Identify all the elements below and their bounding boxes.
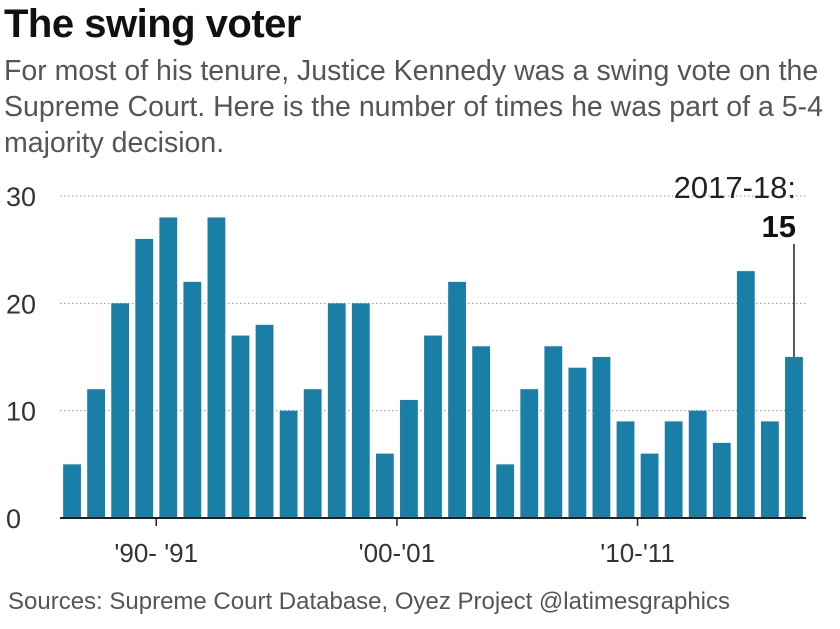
- bar-16: [448, 281, 466, 518]
- annotation-label: 2017-18:: [674, 170, 796, 205]
- bar-19: [520, 389, 539, 518]
- bar-12: [351, 303, 370, 518]
- bar-30: [785, 357, 803, 518]
- bar-3: [135, 238, 154, 518]
- axes: 0 10 20 30 '90- '91 '00-'01 '10-'11: [6, 182, 806, 568]
- source-note: Sources: Supreme Court Database, Oyez Pr…: [8, 588, 731, 615]
- bar-24: [640, 453, 659, 518]
- x-tick-label-2: '10-'11: [600, 538, 675, 568]
- annotation-value: 15: [762, 209, 796, 244]
- bar-6: [207, 217, 226, 518]
- y-tick-label-30: 30: [6, 182, 36, 212]
- bar-7: [231, 335, 250, 518]
- y-tick-label-20: 20: [6, 289, 36, 319]
- x-tick-label-1: '00-'01: [359, 538, 435, 568]
- bars: [63, 217, 803, 518]
- bar-23: [616, 421, 635, 518]
- bar-15: [424, 335, 442, 518]
- bar-9: [279, 410, 298, 518]
- bar-0: [63, 464, 81, 518]
- bar-5: [183, 281, 202, 518]
- x-tick-label-0: '90- '91: [114, 538, 198, 568]
- chart-title: The swing voter: [4, 2, 302, 46]
- bar-26: [688, 410, 707, 518]
- bar-25: [664, 421, 683, 518]
- bar-20: [544, 346, 563, 518]
- y-tick-label-10: 10: [6, 397, 36, 427]
- bar-10: [303, 389, 322, 518]
- bar-29: [760, 421, 779, 518]
- bar-8: [255, 324, 274, 518]
- bar-4: [159, 217, 178, 518]
- chart-subtitle: For most of his tenure, Justice Kennedy …: [4, 55, 823, 159]
- bar-28: [736, 271, 755, 518]
- bar-11: [327, 303, 346, 518]
- bar-17: [472, 346, 491, 518]
- y-tick-label-0: 0: [6, 504, 21, 534]
- bar-1: [87, 389, 106, 518]
- bar-22: [592, 357, 611, 518]
- bar-27: [712, 442, 731, 518]
- bar-2: [111, 303, 130, 518]
- bar-13: [375, 453, 394, 518]
- bar-21: [568, 367, 587, 518]
- annotation: 2017-18: 15: [674, 170, 796, 357]
- bar-14: [400, 399, 418, 518]
- bar-18: [496, 464, 515, 518]
